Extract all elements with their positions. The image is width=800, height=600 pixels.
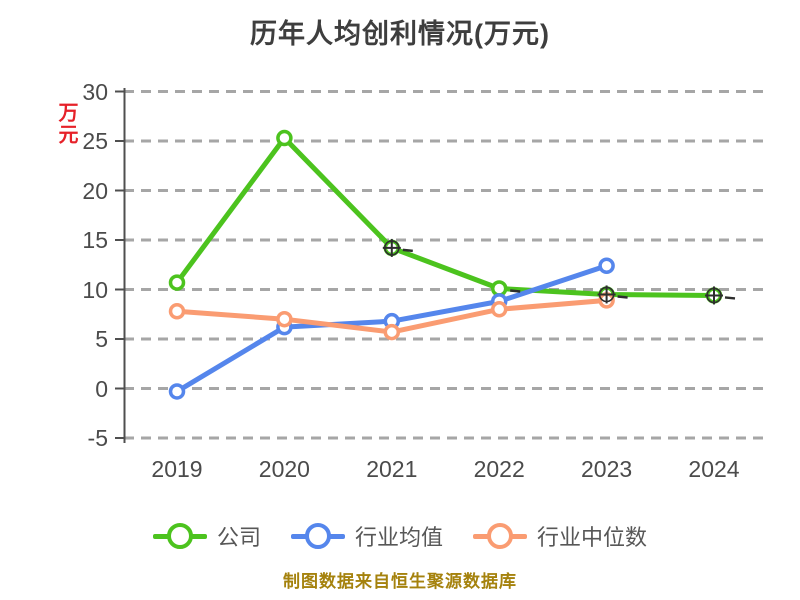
legend-marker-dot-icon	[487, 523, 513, 549]
legend-label: 公司	[216, 525, 261, 550]
legend-marker-icon	[473, 523, 527, 549]
x-tick-label-2021: 2021	[366, 456, 418, 482]
x-tick-label-2020: 2020	[258, 456, 310, 482]
y-tick-label-15: 15	[82, 227, 108, 253]
y-tick-label-5: 5	[95, 326, 108, 352]
legend-item-行业中位数[interactable]: 行业中位数	[473, 520, 647, 552]
data-point-行业中位数	[168, 303, 186, 320]
x-tick-label-2024: 2024	[688, 456, 740, 482]
obscured-label-artifact	[724, 296, 736, 300]
x-tick-label-2019: 2019	[151, 456, 203, 482]
data-point-行业中位数	[276, 310, 293, 328]
x-tick-label-2022: 2022	[473, 456, 525, 482]
legend-marker-dot-icon	[166, 523, 193, 549]
y-tick-label-30: 30	[82, 78, 108, 105]
obscured-label-artifact	[510, 289, 521, 293]
legend-marker-icon	[290, 523, 345, 549]
legend-item-公司[interactable]: 公司	[152, 520, 261, 552]
x-tick-label-2023: 2023	[581, 456, 633, 482]
legend-marker-icon	[152, 523, 207, 549]
y-axis-name: 万元	[55, 102, 77, 146]
y-tick-label-25: 25	[82, 128, 108, 154]
y-tick-label-0: 0	[95, 375, 108, 402]
data-point-行业中位数	[490, 301, 508, 318]
legend-label: 行业均值	[354, 525, 443, 550]
legend-marker-dot-icon	[304, 523, 331, 549]
obscured-label-artifact	[617, 295, 628, 299]
data-point-公司	[168, 274, 186, 291]
data-point-行业中位数	[383, 323, 401, 341]
y-tick-label-10: 10	[82, 276, 108, 303]
y-tick-label-20: 20	[82, 177, 108, 204]
y-tick-label--5: -5	[87, 425, 108, 451]
legend-item-行业均值[interactable]: 行业均值	[290, 520, 443, 552]
series-line-公司	[174, 135, 717, 298]
chart-title: 历年人均创利情况(万元)	[250, 19, 550, 49]
legend-label: 行业中位数	[537, 525, 648, 550]
data-point-行业均值	[598, 257, 615, 274]
data-point-公司	[276, 129, 293, 147]
source-note: 制图数据来自恒生聚源数据库	[283, 572, 517, 591]
data-point-行业均值	[168, 383, 186, 400]
obscured-label-artifact	[402, 248, 413, 253]
legend: 公司 行业均值 行业中位数	[0, 514, 800, 558]
data-point-公司	[490, 280, 508, 297]
